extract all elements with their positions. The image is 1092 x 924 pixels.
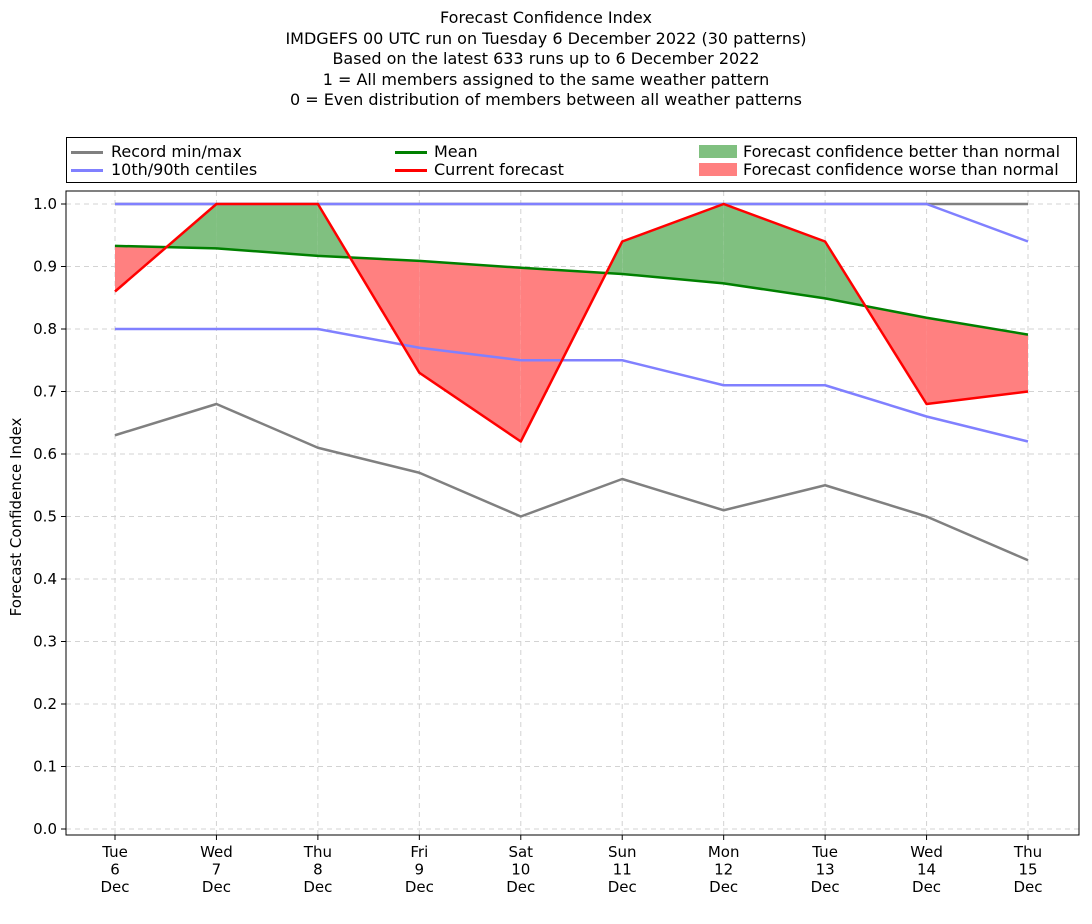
x-tick-label-line: Dec: [202, 878, 231, 896]
x-tick-label-line: Thu: [303, 843, 332, 861]
x-tick-label-line: Sat: [508, 843, 533, 861]
x-tick-label: Mon 12 Dec: [708, 843, 740, 896]
legend-label-record: Record min/max: [111, 142, 242, 161]
x-tick-label-line: Tue: [811, 843, 838, 861]
x-tick-label-line: Dec: [405, 878, 434, 896]
x-tick-label-line: 6: [110, 861, 120, 879]
legend-label-mean: Mean: [434, 142, 478, 161]
legend-item-worse: Forecast confidence worse than normal: [699, 161, 1079, 179]
x-tick-label-line: 13: [816, 861, 835, 879]
chart-subtitle-basis: Based on the latest 633 runs up to 6 Dec…: [332, 49, 760, 68]
y-tick-label: 0.0: [33, 820, 57, 838]
y-tick-label: 1.0: [33, 195, 57, 213]
x-tick-label: Tue 6 Dec: [100, 843, 129, 896]
legend-swatch-worse: [699, 163, 737, 176]
x-tick-label-line: Mon: [708, 843, 740, 861]
x-tick-label-line: 7: [212, 861, 222, 879]
x-tick-label-line: Dec: [100, 878, 129, 896]
legend-label-centiles: 10th/90th centiles: [111, 160, 258, 179]
x-tick-label: Wed 14 Dec: [910, 843, 943, 896]
x-tick-label-line: Dec: [506, 878, 535, 896]
x-tick-label-line: Dec: [709, 878, 738, 896]
x-tick-label: Wed 7 Dec: [200, 843, 233, 896]
chart-title-block: Forecast Confidence Index IMDGEFS 00 UTC…: [0, 8, 1092, 111]
series-layer: [114, 202, 1029, 562]
x-tick-label: Sun 11 Dec: [608, 843, 637, 896]
legend-label-current: Current forecast: [434, 160, 564, 179]
legend-item-centiles: 10th/90th centiles: [71, 161, 371, 179]
legend-swatch-current: [395, 169, 427, 172]
y-tick-label: 0.1: [33, 758, 57, 776]
x-tick-label-line: 14: [917, 861, 936, 879]
legend-swatch-record: [71, 151, 103, 154]
legend-label-worse: Forecast confidence worse than normal: [743, 160, 1059, 179]
y-tick-label: 0.4: [33, 570, 57, 588]
x-tick-label-line: Fri: [410, 843, 428, 861]
x-tick-label: Tue 13 Dec: [811, 843, 840, 896]
legend-swatch-better: [699, 145, 737, 158]
fill-better-than-normal: [216, 204, 318, 256]
y-tick-label: 0.7: [33, 383, 57, 401]
y-tick-label: 0.6: [33, 445, 57, 463]
x-tick-label-line: Dec: [608, 878, 637, 896]
legend-item-better: Forecast confidence better than normal: [699, 143, 1079, 161]
series-centile-10th: [115, 327, 1029, 443]
confidence-fill-layer: [115, 204, 1028, 442]
y-tick-label: 0.9: [33, 258, 57, 276]
series-mean: [114, 244, 1029, 336]
x-tick-label-line: 11: [613, 861, 632, 879]
x-tick-label-line: Dec: [912, 878, 941, 896]
x-tick-label-line: 12: [714, 861, 733, 879]
x-tick-label-line: Tue: [101, 843, 128, 861]
x-tick-label: Thu 15 Dec: [1013, 843, 1043, 896]
x-tick-label-line: Wed: [910, 843, 943, 861]
y-axis-label: Forecast Confidence Index: [7, 418, 25, 617]
y-tick-label: 0.3: [33, 633, 57, 651]
fill-worse-than-normal: [419, 260, 521, 442]
plot-frame: [65, 190, 1080, 836]
x-tick-label-line: 10: [511, 861, 530, 879]
legend-label-better: Forecast confidence better than normal: [743, 142, 1061, 161]
x-tick-label: Sat 10 Dec: [506, 843, 535, 896]
chart-subtitle-run: IMDGEFS 00 UTC run on Tuesday 6 December…: [285, 28, 807, 48]
x-tick-label-line: Dec: [1013, 878, 1042, 896]
x-tick-label-line: Sun: [608, 843, 637, 861]
y-tick-label: 0.5: [33, 508, 57, 526]
y-tick-label: 0.2: [33, 695, 57, 713]
chart-title: Forecast Confidence Index: [440, 8, 652, 27]
fill-better-than-normal: [622, 204, 724, 284]
legend-item-record: Record min/max: [71, 143, 371, 161]
x-tick-label-line: Dec: [303, 878, 332, 896]
x-tick-label: Fri 9 Dec: [405, 843, 434, 896]
chart-subtitle-scale-min: 0 = Even distribution of members between…: [289, 90, 803, 109]
x-tick-label: Thu 8 Dec: [303, 843, 333, 896]
x-tick-label-line: 9: [415, 861, 425, 879]
series-current-forecast: [114, 202, 1029, 443]
x-tick-label-line: 8: [313, 861, 323, 879]
legend-item-mean: Mean: [395, 143, 695, 161]
chart-subtitle-scale-max: 1 = All members assigned to the same wea…: [322, 69, 770, 89]
y-tick-label: 0.8: [33, 320, 57, 338]
legend-swatch-mean: [395, 151, 427, 154]
chart-legend: Record min/max 10th/90th centiles Mean C…: [66, 137, 1077, 183]
x-tick-label-line: Wed: [200, 843, 233, 861]
x-tick-label-line: 15: [1018, 861, 1037, 879]
legend-swatch-centiles: [71, 169, 103, 172]
fill-worse-than-normal: [926, 317, 1028, 404]
fill-better-than-normal: [723, 204, 826, 299]
x-tick-label-line: Dec: [811, 878, 840, 896]
x-tick-label-line: Thu: [1013, 843, 1042, 861]
series-record-min: [114, 402, 1029, 562]
legend-item-current: Current forecast: [395, 161, 695, 179]
